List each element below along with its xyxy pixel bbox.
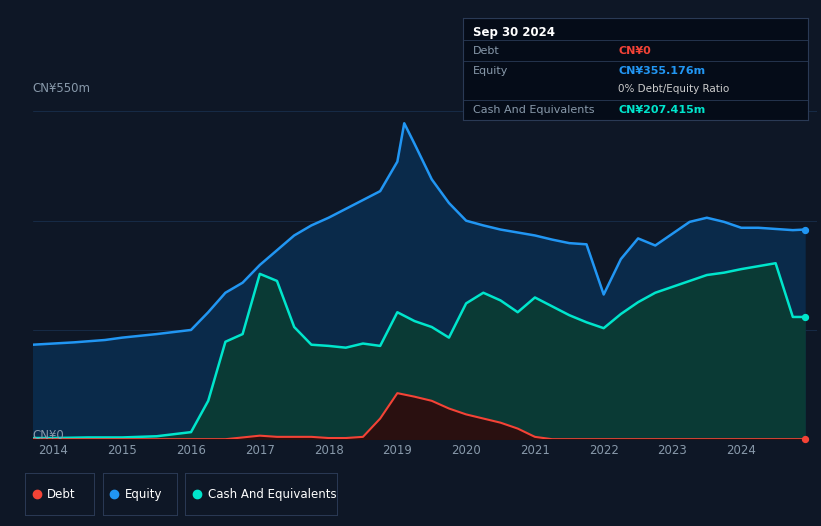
Text: Sep 30 2024: Sep 30 2024	[474, 26, 555, 39]
Text: CN¥550m: CN¥550m	[33, 82, 91, 95]
Point	[798, 435, 811, 443]
Text: Equity: Equity	[474, 66, 509, 76]
Text: Debt: Debt	[47, 488, 76, 501]
Text: 0% Debt/Equity Ratio: 0% Debt/Equity Ratio	[618, 84, 730, 94]
Text: CN¥355.176m: CN¥355.176m	[618, 66, 705, 76]
Text: CN¥0: CN¥0	[33, 429, 65, 442]
Text: Cash And Equivalents: Cash And Equivalents	[474, 105, 595, 115]
Text: Equity: Equity	[125, 488, 163, 501]
Text: Debt: Debt	[474, 46, 500, 56]
Text: Cash And Equivalents: Cash And Equivalents	[208, 488, 336, 501]
Point	[798, 313, 811, 321]
Text: CN¥0: CN¥0	[618, 46, 651, 56]
Point	[798, 225, 811, 234]
Text: CN¥207.415m: CN¥207.415m	[618, 105, 705, 115]
